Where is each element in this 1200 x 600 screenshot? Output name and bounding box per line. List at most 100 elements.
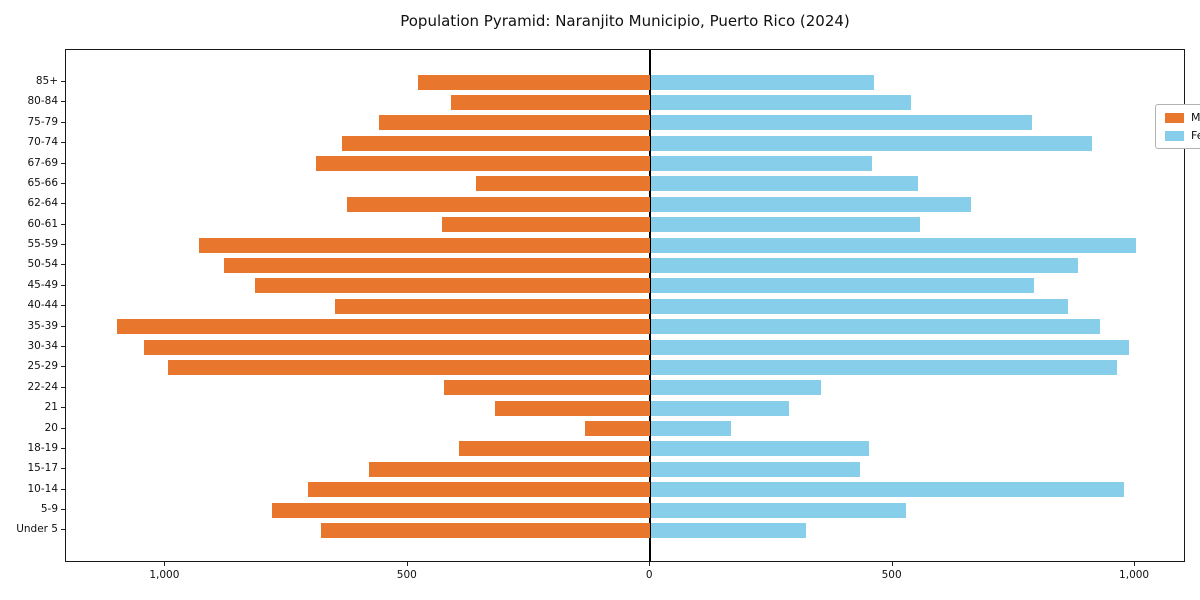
male-color-swatch xyxy=(1165,112,1184,123)
bar-male-80-84 xyxy=(451,94,651,110)
bar-female-45-49 xyxy=(651,278,1035,294)
x-tick-mark xyxy=(164,562,166,566)
bar-female-15-17 xyxy=(651,461,860,477)
y-tick-label-70-74: 70-74 xyxy=(27,136,58,149)
bar-male-62-64 xyxy=(347,196,651,212)
x-tick-mark xyxy=(649,562,651,566)
bar-female-21 xyxy=(651,400,790,416)
y-tick-label-25-29: 25-29 xyxy=(27,360,58,373)
bar-male-60-61 xyxy=(441,217,651,233)
y-tick-mark xyxy=(61,203,65,205)
y-tick-label-67-69: 67-69 xyxy=(27,156,58,169)
x-tick-mark xyxy=(1134,562,1136,566)
bar-male-21 xyxy=(495,400,651,416)
y-tick-label-21: 21 xyxy=(44,401,58,414)
legend-entry-female: Female xyxy=(1165,129,1200,142)
y-tick-mark xyxy=(61,305,65,307)
bar-female-85+ xyxy=(651,74,875,90)
bar-male-25-29 xyxy=(167,359,651,375)
y-tick-mark xyxy=(61,509,65,511)
bar-male-65-66 xyxy=(475,176,651,192)
bar-male-15-17 xyxy=(369,461,651,477)
x-tick-label-500: 500 xyxy=(396,569,417,581)
y-tick-mark xyxy=(61,325,65,327)
bar-male-20 xyxy=(584,421,651,437)
y-tick-label-15-17: 15-17 xyxy=(27,462,58,475)
y-tick-mark xyxy=(61,447,65,449)
legend-label-female: Female xyxy=(1191,129,1200,142)
bar-male-22-24 xyxy=(444,380,651,396)
bar-male-35-39 xyxy=(116,319,651,335)
y-tick-mark xyxy=(61,529,65,531)
bar-female-5-9 xyxy=(651,502,906,518)
y-tick-mark xyxy=(61,386,65,388)
y-tick-mark xyxy=(61,346,65,348)
x-tick-label-0: 0 xyxy=(645,569,653,581)
y-tick-label-55-59: 55-59 xyxy=(27,238,58,251)
bar-female-20 xyxy=(651,421,732,437)
y-tick-mark xyxy=(61,223,65,225)
bar-female-Under 5 xyxy=(651,522,807,538)
y-tick-label-40-44: 40-44 xyxy=(27,299,58,312)
y-tick-label-85+: 85+ xyxy=(35,75,58,87)
bar-male-Under 5 xyxy=(320,522,651,538)
y-tick-mark xyxy=(61,366,65,368)
bar-female-55-59 xyxy=(651,237,1137,253)
x-tick-label-1,000: 1,000 xyxy=(149,569,180,581)
zero-axis-line xyxy=(649,50,652,561)
y-tick-mark xyxy=(61,142,65,144)
x-tick-label-500: 500 xyxy=(881,569,902,581)
y-tick-mark xyxy=(61,264,65,266)
female-color-swatch xyxy=(1165,130,1184,141)
x-tick-label-1,000: 1,000 xyxy=(1119,569,1150,581)
y-tick-label-75-79: 75-79 xyxy=(27,115,58,128)
bar-female-18-19 xyxy=(651,441,870,457)
y-tick-label-45-49: 45-49 xyxy=(27,278,58,291)
y-tick-mark xyxy=(61,182,65,184)
y-tick-label-22-24: 22-24 xyxy=(27,380,58,393)
bar-female-62-64 xyxy=(651,196,972,212)
bar-male-18-19 xyxy=(458,441,651,457)
y-tick-mark xyxy=(61,488,65,490)
y-tick-label-60-61: 60-61 xyxy=(27,217,58,230)
y-tick-label-30-34: 30-34 xyxy=(27,340,58,353)
bar-male-30-34 xyxy=(143,339,651,355)
y-tick-label-80-84: 80-84 xyxy=(27,95,58,108)
bar-female-80-84 xyxy=(651,94,911,110)
bar-male-70-74 xyxy=(342,135,651,151)
y-tick-mark xyxy=(61,284,65,286)
bar-male-67-69 xyxy=(315,156,651,172)
bar-male-50-54 xyxy=(223,257,651,273)
bar-female-67-69 xyxy=(651,156,872,172)
y-tick-label-Under 5: Under 5 xyxy=(16,523,58,536)
chart-title: Population Pyramid: Naranjito Municipio,… xyxy=(400,12,850,30)
legend-entry-male: Male xyxy=(1165,111,1200,124)
bar-male-45-49 xyxy=(255,278,651,294)
bar-female-25-29 xyxy=(651,359,1117,375)
bar-female-30-34 xyxy=(651,339,1129,355)
bar-female-75-79 xyxy=(651,115,1032,131)
y-tick-mark xyxy=(61,162,65,164)
bar-male-10-14 xyxy=(308,482,651,498)
bar-male-5-9 xyxy=(272,502,651,518)
plot-area: Male Female xyxy=(65,49,1200,562)
legend: Male Female xyxy=(1155,104,1200,149)
y-tick-label-50-54: 50-54 xyxy=(27,258,58,271)
legend-label-male: Male xyxy=(1191,111,1200,124)
y-tick-mark xyxy=(61,101,65,103)
y-tick-mark xyxy=(61,427,65,429)
bar-female-10-14 xyxy=(651,482,1124,498)
x-tick-mark xyxy=(406,562,408,566)
y-tick-mark xyxy=(61,468,65,470)
bar-male-85+ xyxy=(417,74,651,90)
bar-female-65-66 xyxy=(651,176,918,192)
y-tick-label-35-39: 35-39 xyxy=(27,319,58,332)
bar-female-50-54 xyxy=(651,257,1078,273)
bar-male-40-44 xyxy=(335,298,651,314)
bar-male-55-59 xyxy=(199,237,651,253)
bar-female-22-24 xyxy=(651,380,821,396)
y-tick-label-18-19: 18-19 xyxy=(27,441,58,454)
x-tick-mark xyxy=(891,562,893,566)
y-tick-mark xyxy=(61,81,65,82)
